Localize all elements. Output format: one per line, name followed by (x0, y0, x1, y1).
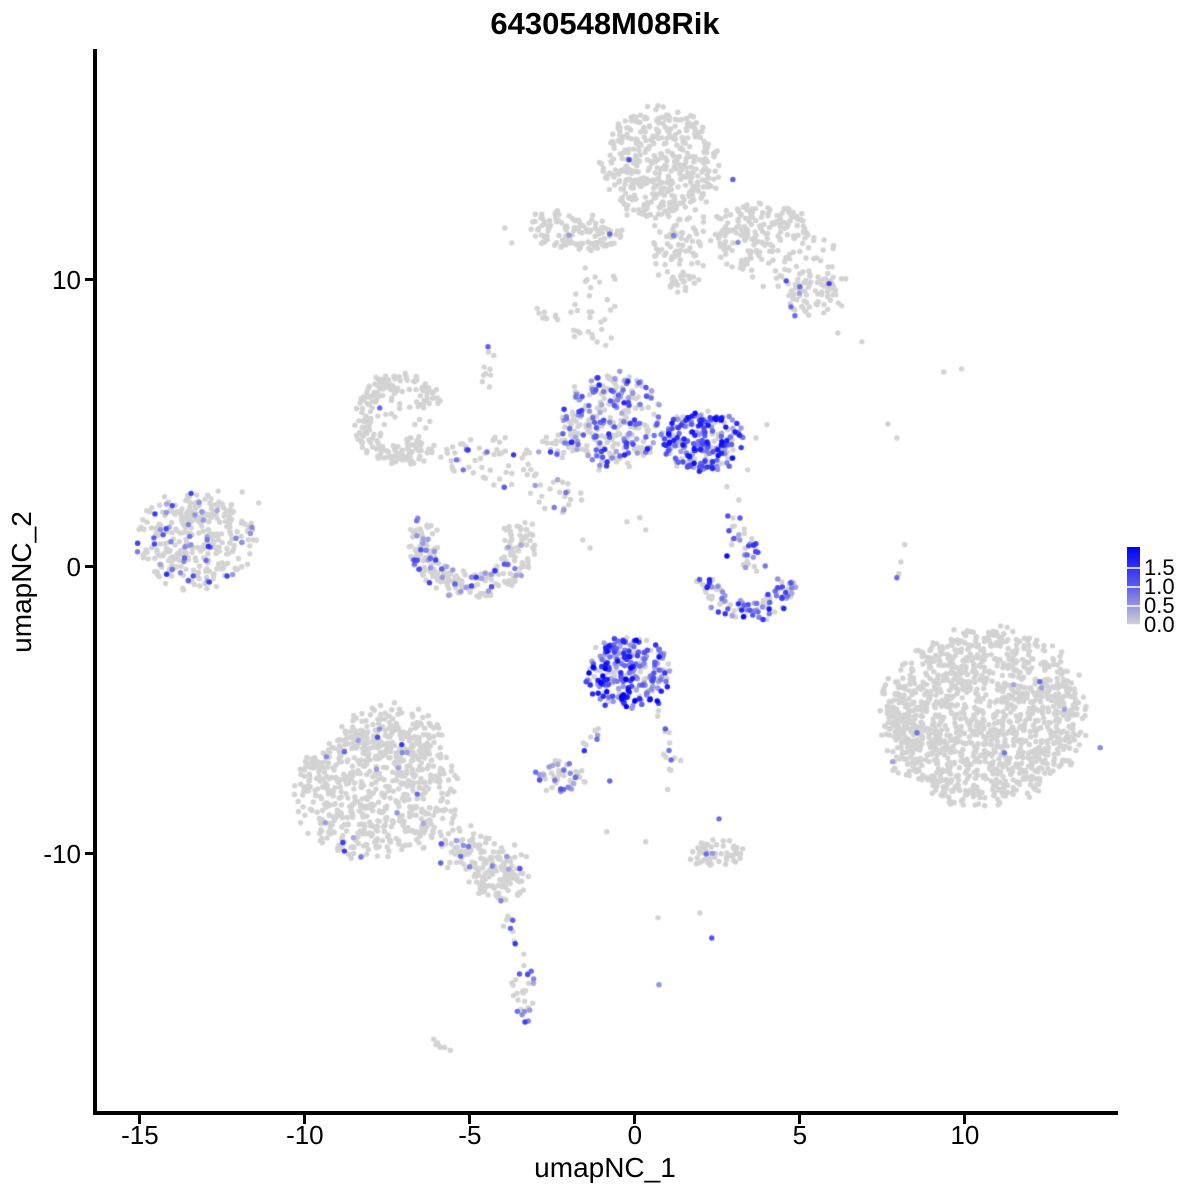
x-tick-label: 5 (792, 1120, 808, 1150)
legend-tick-label: 0.0 (1144, 612, 1175, 637)
legend-tick-line (1127, 566, 1140, 569)
x-axis-title: umapNC_1 (534, 1152, 676, 1183)
x-tick-mark (798, 1115, 802, 1124)
legend-tick-line (1127, 604, 1140, 607)
x-axis-line (93, 1111, 1118, 1115)
x-tick-mark (963, 1115, 967, 1124)
x-tick-label: -15 (121, 1120, 159, 1150)
legend-tick-label: 1.5 (1144, 554, 1175, 580)
x-tick-mark (303, 1115, 307, 1124)
x-tick-mark (633, 1115, 637, 1124)
y-tick-mark (85, 565, 94, 569)
x-tick-label: -5 (458, 1120, 482, 1150)
y-tick-label: -10 (43, 838, 81, 869)
legend-tick-line (1127, 624, 1140, 626)
y-tick-label: 10 (52, 264, 81, 295)
x-tick-label: 10 (950, 1120, 980, 1150)
legend-tick-line (1127, 585, 1140, 588)
x-tick-mark (468, 1115, 472, 1124)
y-tick-mark (85, 852, 94, 856)
expression-legend: 1.5 1.0 0.5 0.0 (1120, 540, 1200, 640)
x-tick-label: 0 (627, 1120, 643, 1150)
y-tick-label: 0 (66, 551, 81, 582)
y-axis-line (93, 49, 97, 1115)
legend-tick-label: 1.0 (1144, 573, 1175, 599)
x-tick-label: -10 (286, 1120, 324, 1150)
legend-tick-label: 0.5 (1144, 592, 1175, 618)
x-tick-mark (138, 1115, 142, 1124)
y-tick-mark (85, 278, 94, 282)
y-axis-title: umapNC_2 (6, 511, 37, 653)
